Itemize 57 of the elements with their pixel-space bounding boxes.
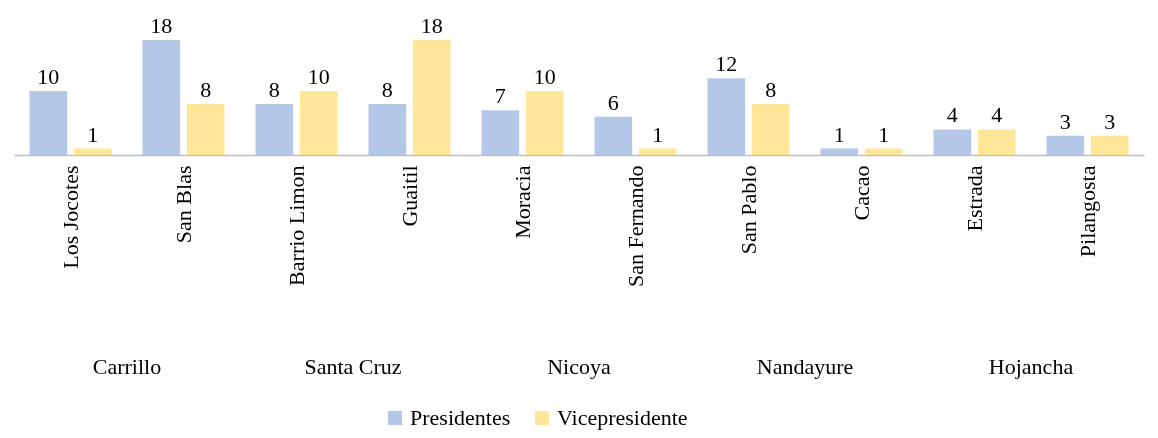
data-label: 8 (765, 76, 777, 102)
data-label: 3 (1104, 108, 1116, 134)
x-tick-label: Guaitil (396, 165, 422, 227)
data-label: 10 (533, 64, 556, 90)
data-label: 6 (607, 89, 619, 115)
bar (977, 129, 1016, 155)
text: Nicoya (547, 354, 611, 379)
bar (820, 148, 859, 155)
data-label: 12 (715, 51, 738, 77)
bar (368, 103, 407, 155)
data-label: 1 (833, 121, 845, 147)
bar (186, 103, 225, 155)
text: Carrillo (92, 354, 162, 379)
bar (29, 91, 68, 155)
bar (299, 91, 338, 155)
data-label: 1 (878, 121, 890, 147)
legend-label: Presidentes (410, 405, 511, 430)
bar (1090, 135, 1129, 155)
x-tick-label: Cacao (848, 165, 874, 221)
x-tick-label: Moracia (509, 165, 535, 239)
data-label: 18 (420, 13, 443, 38)
data-label: 18 (150, 13, 173, 38)
text: Santa Cruz (304, 354, 402, 379)
x-tick-label: San Fernando (622, 165, 648, 288)
data-label: 3 (1059, 108, 1071, 134)
data-label: 4 (991, 102, 1003, 128)
data-label: 1 (652, 121, 664, 147)
data-label: 4 (946, 102, 958, 128)
bar (481, 110, 520, 155)
x-tick-label: Estrada (961, 165, 987, 232)
x-tick-label: San Pablo (735, 165, 761, 255)
bar (864, 148, 903, 155)
x-tick-label: San Blas (170, 165, 196, 244)
bar (594, 116, 633, 155)
x-tick-label: Barrio Limon (283, 165, 309, 286)
data-label: 8 (268, 76, 280, 102)
data-label: 8 (200, 76, 212, 102)
bar (751, 103, 790, 155)
bar (412, 40, 451, 155)
bar (707, 78, 746, 155)
bar (255, 103, 294, 155)
legend-label: Vicepresidente (557, 405, 688, 430)
x-tick-label: Pilangosta (1074, 165, 1100, 258)
x-tick-label: Los Jocotes (57, 165, 83, 269)
bar (933, 129, 972, 155)
data-label: 10 (37, 64, 60, 90)
data-label: 7 (494, 83, 506, 109)
bar (142, 40, 181, 155)
bar (1046, 135, 1085, 155)
bar (525, 91, 564, 155)
text: Hojancha (988, 354, 1074, 379)
data-label: 8 (381, 76, 393, 102)
bar (73, 148, 112, 155)
text: Nandayure (756, 354, 854, 379)
data-label: 1 (87, 121, 99, 147)
bar (638, 148, 677, 155)
data-label: 10 (307, 64, 330, 90)
